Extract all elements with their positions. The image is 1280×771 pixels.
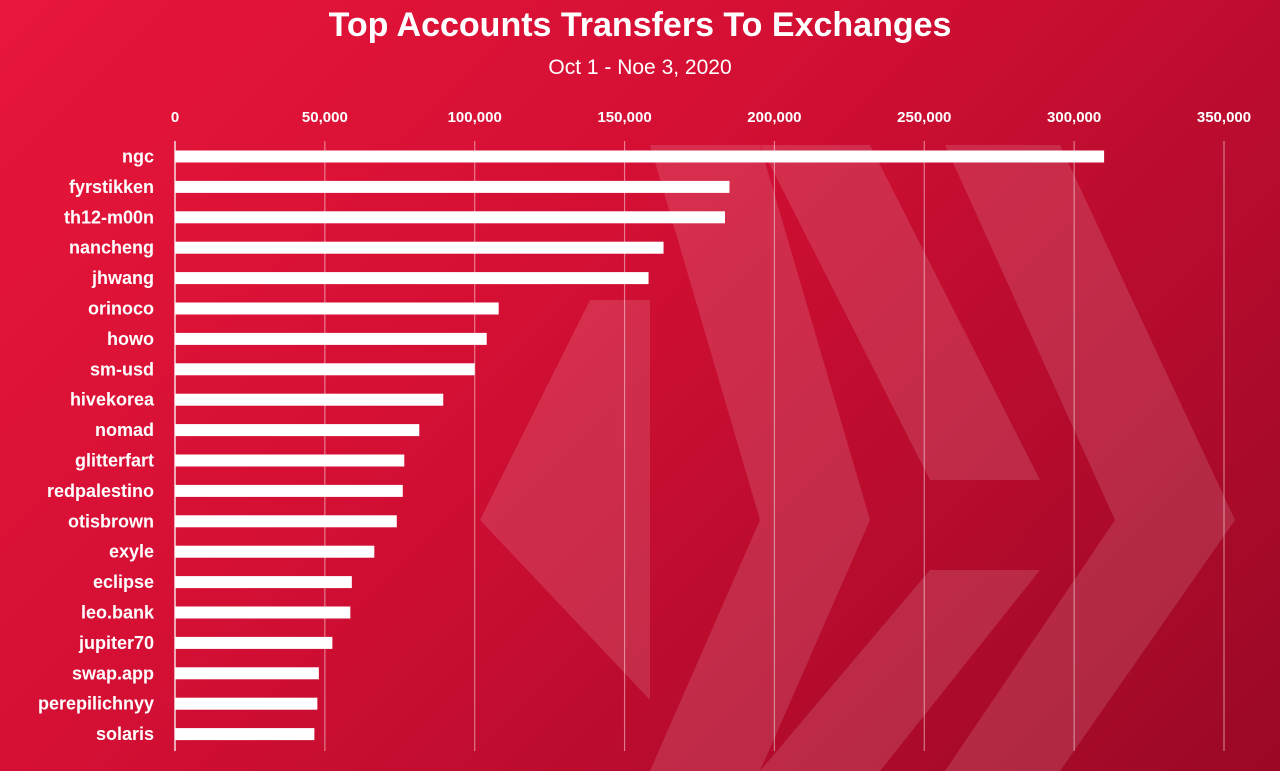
category-label: howo (107, 329, 154, 349)
category-label: sm-usd (90, 359, 154, 379)
category-label: jhwang (91, 268, 154, 288)
category-label: jupiter70 (78, 633, 154, 653)
category-label: ngc (122, 147, 154, 167)
bar (175, 393, 444, 406)
bar (175, 667, 319, 680)
x-tick-label: 200,000 (747, 109, 801, 126)
bar (175, 545, 375, 558)
bar (175, 332, 487, 345)
bars (175, 150, 1105, 741)
category-label: swap.app (72, 663, 154, 683)
category-labels: ngc fyrstikken th12-m00n nancheng jhwang orin… (38, 147, 155, 745)
bar (175, 515, 397, 528)
bar (175, 150, 1105, 163)
bar (175, 576, 352, 589)
chart-subtitle: Oct 1 - Noe 3, 2020 (548, 56, 732, 79)
x-axis-ticks: 0 50,000 100,000 150,000 200,000 250,000 300,0… (171, 109, 1251, 126)
category-label: otisbrown (68, 511, 154, 531)
bar (175, 636, 333, 649)
category-label: orinoco (88, 299, 154, 319)
bar (175, 728, 315, 741)
x-tick-label: 50,000 (302, 109, 348, 126)
category-label: exyle (109, 542, 154, 562)
x-tick-label: 150,000 (597, 109, 651, 126)
category-label: perepilichnyy (38, 694, 154, 714)
category-label: glitterfart (75, 451, 154, 471)
bar (175, 272, 649, 285)
chart-title: Top Accounts Transfers To Exchanges (328, 6, 952, 44)
bar (175, 484, 403, 497)
category-label: hivekorea (70, 390, 155, 410)
category-label: leo.bank (81, 603, 155, 623)
bar (175, 363, 475, 376)
category-label: eclipse (93, 572, 154, 592)
bar (175, 606, 351, 619)
bar (175, 302, 499, 315)
x-tick-label: 100,000 (448, 109, 502, 126)
x-tick-label: 250,000 (897, 109, 951, 126)
category-label: th12-m00n (64, 207, 154, 227)
x-tick-label: 300,000 (1047, 109, 1101, 126)
bar (175, 241, 664, 254)
bar (175, 180, 730, 193)
bar (175, 697, 318, 710)
category-label: redpalestino (47, 481, 154, 501)
category-label: nomad (95, 420, 154, 440)
bar (175, 211, 725, 224)
x-tick-label: 350,000 (1197, 109, 1251, 126)
x-tick-label: 0 (171, 109, 179, 126)
category-label: solaris (96, 724, 154, 744)
gridlines (174, 141, 1225, 751)
category-label: nancheng (69, 238, 154, 258)
bar (175, 454, 405, 467)
category-label: fyrstikken (69, 177, 154, 197)
bar (175, 424, 420, 437)
